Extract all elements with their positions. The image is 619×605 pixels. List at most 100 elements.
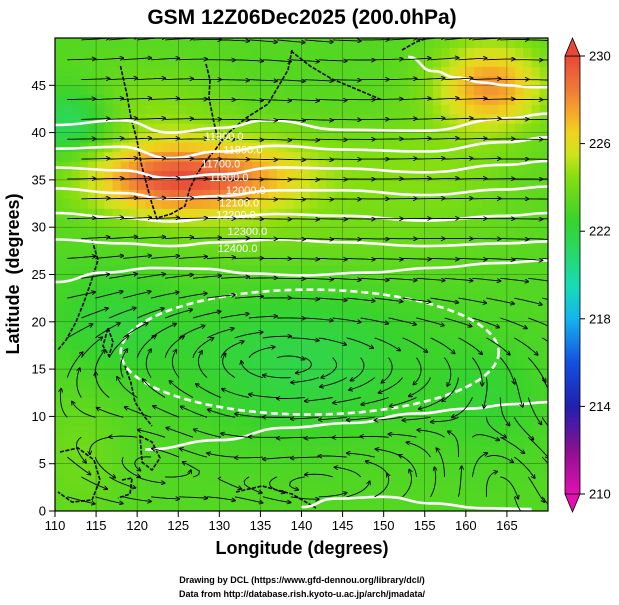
temperature-cell bbox=[400, 255, 409, 266]
temperature-cell bbox=[137, 66, 146, 77]
temperature-cell bbox=[309, 321, 319, 332]
temperature-cell bbox=[252, 236, 262, 247]
temperature-cell bbox=[112, 388, 122, 399]
streamline bbox=[528, 317, 548, 327]
temperature-cell bbox=[211, 198, 220, 209]
temperature-cell bbox=[449, 47, 459, 58]
temperature-cell bbox=[523, 132, 533, 143]
temperature-cell bbox=[375, 85, 385, 96]
streamline bbox=[416, 317, 444, 326]
temperature-cell bbox=[383, 359, 393, 370]
temperature-cell bbox=[55, 397, 64, 408]
temperature-cell bbox=[334, 482, 344, 493]
temperature-cell bbox=[137, 406, 146, 417]
temperature-cell bbox=[424, 246, 434, 257]
streamline bbox=[409, 377, 431, 397]
temperature-cell bbox=[211, 56, 220, 67]
temperature-cell bbox=[432, 359, 442, 370]
temperature-cell bbox=[243, 406, 253, 417]
temperature-cell bbox=[531, 283, 541, 295]
streamline bbox=[81, 274, 109, 279]
x-tick-label: 130 bbox=[208, 518, 230, 533]
temperature-cell bbox=[309, 265, 319, 276]
temperature-cell bbox=[490, 350, 500, 361]
temperature-cell bbox=[79, 274, 89, 285]
temperature-cell bbox=[63, 85, 73, 96]
streamline bbox=[249, 394, 277, 398]
temperature-cell bbox=[391, 406, 401, 417]
temperature-cell bbox=[424, 56, 434, 67]
temperature-cell bbox=[235, 246, 245, 257]
temperature-cell bbox=[506, 47, 516, 58]
temperature-cell bbox=[128, 56, 138, 67]
temperature-cell bbox=[202, 113, 212, 124]
temperature-cell bbox=[498, 179, 508, 190]
temperature-cell bbox=[441, 179, 450, 190]
temperature-cell bbox=[170, 369, 179, 380]
temperature-cell bbox=[87, 397, 97, 408]
temperature-cell bbox=[243, 217, 253, 228]
temperature-cell bbox=[441, 293, 450, 304]
temperature-cell bbox=[145, 255, 155, 266]
temperature-cell bbox=[515, 416, 524, 427]
temperature-cell bbox=[104, 463, 114, 474]
streamline bbox=[180, 449, 208, 458]
temperature-cell bbox=[252, 454, 262, 465]
temperature-cell bbox=[293, 350, 303, 361]
temperature-cell bbox=[153, 160, 163, 172]
temperature-cell bbox=[424, 75, 434, 86]
temperature-cell bbox=[71, 501, 81, 511]
streamline bbox=[360, 278, 389, 280]
temperature-cell bbox=[539, 312, 548, 323]
temperature-cell bbox=[219, 388, 229, 399]
temperature-cell bbox=[252, 85, 262, 96]
temperature-cell bbox=[235, 198, 245, 209]
temperature-cell bbox=[243, 265, 253, 276]
temperature-cell bbox=[153, 47, 163, 58]
streamline bbox=[95, 323, 120, 339]
temperature-cell bbox=[498, 142, 508, 153]
temperature-cell bbox=[416, 416, 426, 427]
streamline bbox=[332, 80, 361, 81]
temperature-cell bbox=[350, 397, 360, 408]
temperature-cell bbox=[539, 331, 548, 342]
temperature-cell bbox=[359, 160, 368, 172]
temperature-cell bbox=[293, 312, 303, 323]
streamline bbox=[67, 496, 94, 504]
temperature-cell bbox=[490, 208, 500, 219]
streamline bbox=[304, 39, 333, 42]
streamline bbox=[381, 357, 393, 383]
temperature-cell bbox=[276, 293, 286, 304]
temperature-cell bbox=[202, 406, 212, 417]
temperature-cell bbox=[161, 369, 171, 380]
temperature-cell bbox=[137, 104, 146, 115]
temperature-cell bbox=[96, 255, 105, 266]
temperature-cell bbox=[268, 227, 278, 238]
temperature-cell bbox=[145, 378, 155, 389]
temperature-cell bbox=[342, 189, 352, 200]
temperature-cell bbox=[375, 104, 385, 115]
temperature-cell bbox=[465, 179, 475, 190]
streamline bbox=[346, 297, 375, 301]
temperature-cell bbox=[227, 378, 237, 389]
temperature-cell bbox=[506, 227, 516, 238]
temperature-cell bbox=[515, 463, 524, 474]
contour-25N bbox=[55, 259, 548, 284]
temperature-cell bbox=[104, 75, 114, 86]
temperature-cell bbox=[96, 321, 105, 332]
temperature-cell bbox=[515, 208, 524, 219]
temperature-cell bbox=[350, 85, 360, 96]
streamline bbox=[234, 60, 263, 61]
temperature-cell bbox=[506, 435, 516, 446]
y-tick-label: 10 bbox=[32, 409, 46, 424]
streamline bbox=[500, 436, 524, 453]
temperature-cell bbox=[474, 482, 483, 493]
temperature-cell bbox=[391, 94, 401, 105]
temperature-cell bbox=[301, 378, 311, 389]
streamline bbox=[430, 337, 455, 354]
temperature-cell bbox=[383, 416, 393, 427]
temperature-cell bbox=[178, 435, 188, 446]
temperature-cell bbox=[539, 482, 548, 493]
temperature-cell bbox=[539, 198, 548, 209]
temperature-cell bbox=[408, 104, 418, 115]
